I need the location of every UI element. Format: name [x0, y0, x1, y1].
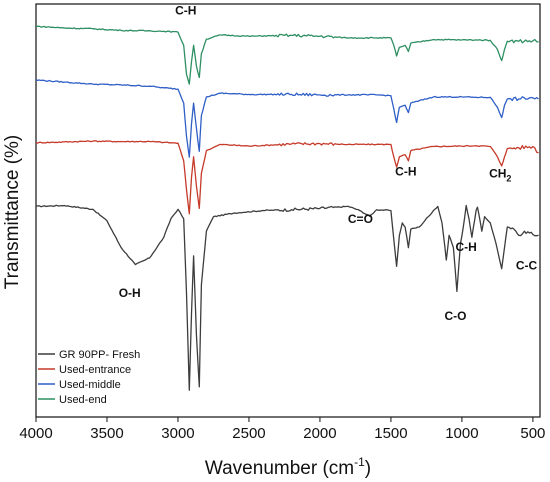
series-line-used-end: [36, 25, 539, 85]
x-axis-title: Wavenumber (cm-1): [205, 455, 371, 479]
peak-label: C=O: [348, 212, 373, 226]
legend-label: Used-end: [59, 394, 107, 406]
x-tick-label: 3000: [161, 425, 194, 442]
series-line-gr-90pp-fresh: [35, 204, 539, 391]
peak-label: O-H: [119, 286, 141, 300]
x-tick-label: 1500: [374, 425, 407, 442]
x-tick-label: 2500: [232, 425, 265, 442]
plot-frame: [35, 3, 541, 418]
legend-item: Used-end: [38, 394, 107, 406]
series-layer: [35, 25, 539, 391]
legend-item: Used-middle: [38, 379, 121, 391]
legend-label: GR 90PP- Fresh: [59, 349, 140, 361]
series-line-used-middle: [35, 79, 539, 158]
peak-label: C-H: [395, 164, 416, 178]
legend: GR 90PP- Fresh Used-entrance Used-middle…: [38, 349, 140, 406]
peak-annotations: C-H C-H CH2 C=O O-H C-H C-O C-C: [119, 3, 538, 323]
legend-item: GR 90PP- Fresh: [38, 349, 140, 361]
legend-item: Used-entrance: [38, 364, 131, 376]
x-tick-label: 4000: [19, 425, 52, 442]
peak-label: C-C: [516, 259, 538, 273]
peak-label: C-H: [175, 3, 196, 17]
series-line-used-entrance: [35, 140, 539, 215]
x-tick-label: 2000: [303, 425, 336, 442]
y-axis-title: Transmittance (%): [2, 135, 23, 290]
peak-label: CH2: [489, 166, 511, 183]
legend-label: Used-entrance: [59, 364, 131, 376]
x-tick-label: 500: [520, 425, 545, 442]
x-ticks: 4000 3500 3000 2500 2000 1500 1000 500: [19, 417, 545, 442]
peak-label: C-O: [445, 309, 467, 323]
legend-label: Used-middle: [59, 379, 121, 391]
x-tick-label: 1000: [445, 425, 478, 442]
x-tick-label: 3500: [90, 425, 123, 442]
peak-label: C-H: [456, 240, 477, 254]
